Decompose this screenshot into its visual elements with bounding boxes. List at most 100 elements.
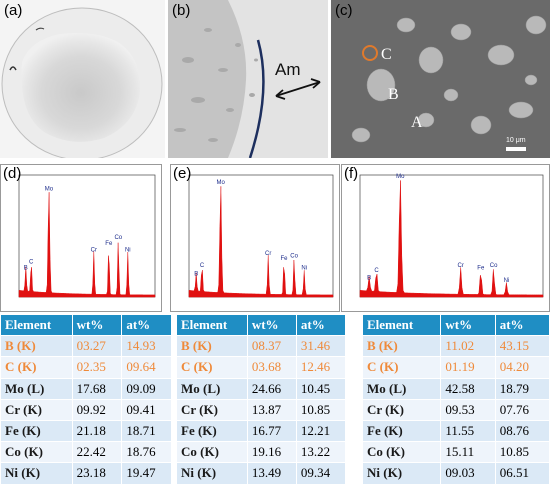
- sample-disk-image: [1, 7, 163, 158]
- table-header-cell: at%: [295, 313, 347, 337]
- wt-percent-cell: 15.11: [440, 441, 496, 464]
- element-cell: Ni (K): [361, 462, 442, 485]
- peak-label: Ni: [504, 278, 510, 284]
- table-header-row: Element wt% at%: [0, 313, 172, 337]
- table-row: Co (K) 15.11 10.85: [361, 441, 550, 464]
- peak-label: C: [374, 268, 379, 274]
- peak-label: Fe: [477, 266, 485, 272]
- phase-label-b: B: [388, 86, 399, 103]
- element-cell: Fe (K): [0, 419, 73, 443]
- table-header-cell: Element: [0, 313, 73, 337]
- table-header-cell: at%: [121, 313, 172, 337]
- panel-label-c: (c): [335, 2, 353, 19]
- composition-table-e: Element wt% at% B (K) 08.37 31.46 C (K) 03.68 12…: [176, 313, 347, 485]
- am-annotation: Am: [275, 60, 301, 79]
- peak-label: Mo: [396, 174, 405, 180]
- table-row: Mo (L) 42.58 18.79: [361, 377, 550, 400]
- table-row: Fe (K) 21.18 18.71: [0, 419, 172, 443]
- wt-percent-cell: 23.18: [71, 462, 123, 485]
- composition-table-d: Element wt% at% B (K) 03.27 14.93 C (K) 02.35 09…: [0, 313, 172, 485]
- wt-percent-cell: 11.02: [440, 335, 496, 358]
- table-header-row: Element wt% at%: [176, 313, 347, 337]
- element-cell: Ni (K): [0, 462, 73, 485]
- table-row: C (K) 03.68 12.46: [176, 356, 347, 379]
- table-row: B (K) 03.27 14.93: [0, 335, 172, 358]
- table-row: B (K) 11.02 43.15: [361, 335, 550, 358]
- wt-percent-cell: 21.18: [71, 419, 123, 443]
- peak-label: B: [194, 272, 198, 278]
- spectrum-trace: [188, 186, 334, 298]
- edge-micrograph-image: [168, 0, 328, 158]
- table-header-row: Element wt% at%: [361, 313, 550, 337]
- peak-label: Ni: [301, 266, 307, 272]
- spectrum-trace: [359, 180, 544, 298]
- scale-bar: [506, 147, 526, 151]
- element-cell: Co (K): [0, 441, 73, 464]
- at-percent-cell: 10.45: [295, 377, 347, 400]
- at-percent-cell: 10.85: [295, 398, 347, 421]
- panel-label-e: (e): [173, 165, 192, 182]
- table-row: Co (K) 22.42 18.76: [0, 441, 172, 464]
- table-header-cell: wt%: [71, 313, 123, 337]
- element-cell: Fe (K): [361, 419, 442, 443]
- micrograph-panel-a: (a): [0, 0, 165, 158]
- panel-label-a: (a): [4, 2, 23, 19]
- peak-label: Co: [490, 263, 498, 269]
- plot-frame: [359, 174, 544, 298]
- table-row: B (K) 08.37 31.46: [176, 335, 347, 358]
- at-percent-cell: 43.15: [494, 335, 550, 358]
- table-header-cell: wt%: [440, 313, 496, 337]
- peak-label: Ni: [125, 247, 131, 253]
- wt-percent-cell: 24.66: [246, 377, 297, 400]
- element-cell: C (K): [176, 356, 248, 379]
- peak-label: C: [200, 263, 205, 269]
- eds-spectrum-e: B C Mo Cr Fe Co Ni (e): [170, 164, 340, 312]
- spectrum-plot: BC Mo Cr Fe Co Ni: [359, 174, 544, 298]
- peak-label: Cr: [265, 251, 271, 257]
- peak-label: Mo: [217, 180, 226, 186]
- wt-percent-cell: 17.68: [71, 377, 123, 400]
- at-percent-cell: 07.76: [494, 398, 550, 421]
- table-header-cell: Element: [361, 313, 442, 337]
- peak-label: B: [367, 275, 371, 281]
- wt-percent-cell: 11.55: [440, 419, 496, 443]
- at-percent-cell: 08.76: [494, 419, 550, 443]
- panel-label-d: (d): [3, 165, 22, 182]
- scale-bar-label: 10 μm: [506, 137, 526, 144]
- peak-label: Fe: [280, 256, 288, 262]
- element-cell: Cr (K): [0, 398, 73, 421]
- composition-table-f: Element wt% at% B (K) 11.02 43.15 C (K) 01.19 04…: [361, 313, 550, 485]
- at-percent-cell: 09.41: [121, 398, 172, 421]
- wt-percent-cell: 03.27: [71, 335, 123, 358]
- wt-percent-cell: 02.35: [71, 356, 123, 379]
- wt-percent-cell: 09.03: [440, 462, 496, 485]
- element-cell: B (K): [361, 335, 442, 358]
- at-percent-cell: 10.85: [494, 441, 550, 464]
- table-row: C (K) 01.19 04.20: [361, 356, 550, 379]
- plot-frame: [188, 174, 334, 298]
- peak-label: Mo: [45, 186, 54, 192]
- element-cell: Mo (L): [361, 377, 442, 400]
- table-row: Cr (K) 13.87 10.85: [176, 398, 347, 421]
- at-percent-cell: 12.46: [295, 356, 347, 379]
- phase-label-c: C: [381, 46, 392, 63]
- peak-label: C: [29, 260, 34, 266]
- eds-spectrum-d: B C Mo Cr Fe Co Ni (d): [0, 164, 162, 312]
- peak-label: Cr: [458, 263, 464, 269]
- wt-percent-cell: 09.53: [440, 398, 496, 421]
- element-cell: C (K): [0, 356, 73, 379]
- table-row: Fe (K) 11.55 08.76: [361, 419, 550, 443]
- table-header-cell: wt%: [246, 313, 297, 337]
- element-cell: Cr (K): [361, 398, 442, 421]
- at-percent-cell: 09.64: [121, 356, 172, 379]
- peak-label: Cr: [91, 247, 97, 253]
- element-cell: Co (K): [361, 441, 442, 464]
- table-row: Ni (K) 23.18 19.47: [0, 462, 172, 485]
- table-row: Cr (K) 09.92 09.41: [0, 398, 172, 421]
- element-cell: Cr (K): [176, 398, 248, 421]
- at-percent-cell: 18.71: [121, 419, 172, 443]
- at-percent-cell: 12.21: [295, 419, 347, 443]
- wt-percent-cell: 16.77: [246, 419, 297, 443]
- peak-label: Co: [290, 253, 298, 259]
